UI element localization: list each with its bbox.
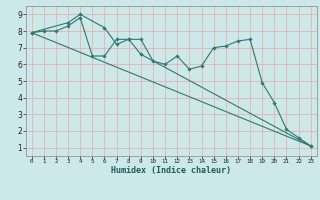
X-axis label: Humidex (Indice chaleur): Humidex (Indice chaleur) xyxy=(111,166,231,175)
